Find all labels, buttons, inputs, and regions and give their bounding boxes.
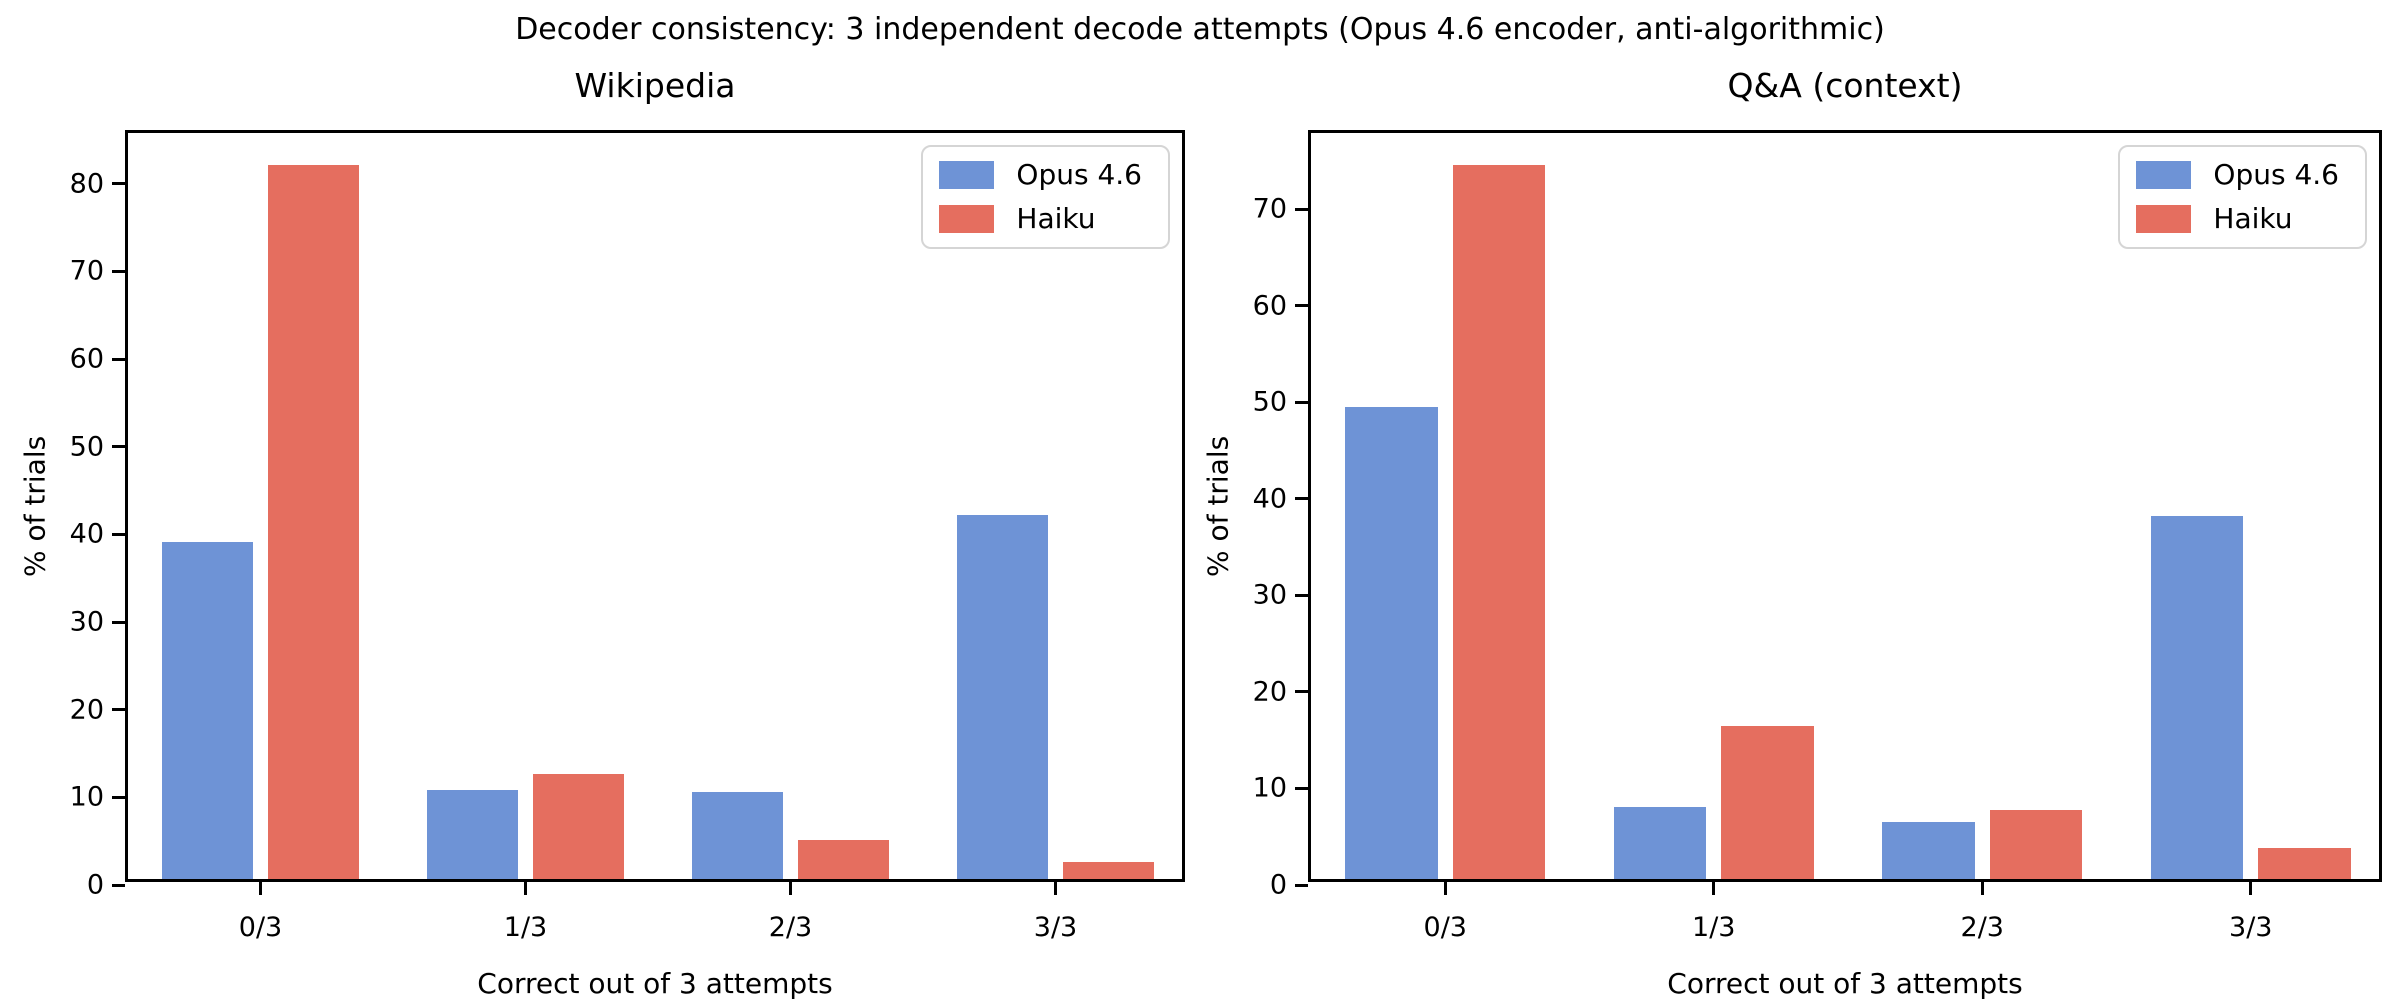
x-tick-label: 2/3: [768, 912, 813, 943]
y-tick-mark: [112, 795, 125, 799]
bar: [956, 515, 1048, 879]
y-tick-label: 0: [1269, 869, 1287, 901]
bar: [1882, 822, 1975, 879]
y-tick-mark: [112, 445, 125, 449]
y-tick-label: 20: [1252, 676, 1287, 708]
legend-swatch: [2136, 205, 2192, 233]
x-axis-label: Correct out of 3 attempts: [1667, 967, 2023, 1000]
y-tick-label: 30: [69, 606, 104, 638]
x-tick-mark: [259, 882, 262, 895]
y-tick-label: 60: [1252, 290, 1287, 322]
y-tick-label: 0: [86, 869, 104, 901]
y-tick-label: 40: [69, 518, 104, 550]
y-axis-label: % of trials: [18, 435, 52, 577]
legend-label: Opus 4.6: [2213, 158, 2339, 191]
figure-suptitle: Decoder consistency: 3 independent decod…: [515, 12, 1885, 47]
y-tick-label: 70: [1252, 193, 1287, 225]
plot-title: Q&A (context): [1727, 66, 1963, 105]
y-tick-mark: [1295, 207, 1308, 211]
x-tick-label: 0/3: [1423, 912, 1467, 943]
x-tick-label: 3/3: [1033, 912, 1078, 943]
y-tick-mark: [112, 883, 125, 887]
legend: Opus 4.6 Haiku: [2118, 145, 2367, 249]
bar: [161, 542, 253, 879]
bar: [2258, 848, 2351, 879]
x-tick-mark: [789, 882, 792, 895]
y-tick-label: 50: [1252, 386, 1287, 418]
bar: [1452, 164, 1546, 879]
subplot-wikipedia: Wikipedia % of trials 0 10 20 30 40 50 60 70 80 0…: [19, 66, 1185, 1000]
y-tick-mark: [112, 532, 125, 536]
y-axis-label: % of trials: [1201, 435, 1235, 577]
subplot-qa-context: Q&A (context) % of trials 0 10 20 30 40 50 60 7…: [1202, 66, 2382, 1000]
y-tick-mark: [1295, 690, 1308, 694]
legend-label: Opus 4.6: [1016, 158, 1142, 191]
y-tick-mark: [112, 182, 125, 186]
bar: [1989, 810, 2083, 879]
legend-item: Opus 4.6: [2136, 161, 2339, 189]
y-tick-mark: [112, 269, 125, 273]
legend-swatch: [2136, 161, 2192, 189]
y-tick-mark: [112, 708, 125, 712]
y-tick-mark: [1295, 304, 1308, 308]
x-axis-label: Correct out of 3 attempts: [477, 967, 833, 1000]
x-tick-mark: [1980, 882, 1984, 895]
bar: [1721, 725, 1814, 879]
plot-area: 0 10 20 30 40 50 60 70 0/3 1/3 2/3 3/3 Opus 4.6 Haiku: [1253, 130, 2382, 941]
y-tick-label: 10: [1252, 772, 1287, 804]
x-tick-label: 1/3: [503, 912, 548, 943]
y-tick-mark: [1295, 497, 1308, 501]
legend: Opus 4.6 Haiku: [921, 145, 1170, 249]
y-tick-label: 60: [69, 343, 104, 375]
legend-label: Haiku: [2213, 202, 2293, 235]
legend-label: Haiku: [1016, 202, 1096, 235]
y-tick-label: 80: [69, 168, 104, 200]
y-tick-mark: [1295, 883, 1308, 887]
x-tick-label: 3/3: [2229, 912, 2273, 943]
bar: [798, 840, 890, 879]
y-tick-mark: [112, 620, 125, 624]
legend-swatch: [939, 161, 995, 189]
bar: [691, 792, 783, 879]
x-tick-label: 1/3: [1692, 912, 1736, 943]
bar: [1613, 806, 1707, 879]
x-tick-mark: [1054, 882, 1057, 895]
y-tick-mark: [1295, 593, 1308, 597]
y-tick-mark: [1295, 400, 1308, 404]
y-tick-mark: [1295, 786, 1308, 790]
legend-item: Haiku: [2136, 205, 2339, 233]
legend-item: Haiku: [939, 205, 1142, 233]
bar: [1063, 862, 1155, 879]
y-tick-label: 40: [1252, 483, 1287, 515]
legend-swatch: [939, 205, 995, 233]
legend-item: Opus 4.6: [939, 161, 1142, 189]
x-tick-mark: [1443, 882, 1447, 895]
bar: [1345, 406, 1438, 879]
plot-area: 0 10 20 30 40 50 60 70 80 0/3 1/3 2/3 3/3 Opus 4.6 Hai…: [70, 130, 1185, 941]
y-tick-label: 20: [69, 694, 104, 726]
x-tick-mark: [1712, 882, 1716, 895]
bar: [533, 773, 625, 879]
x-tick-label: 0/3: [238, 912, 283, 943]
x-tick-mark: [2249, 882, 2253, 895]
x-tick-label: 2/3: [1960, 912, 2004, 943]
bar: [268, 164, 360, 879]
y-tick-label: 10: [69, 781, 104, 813]
y-tick-label: 50: [69, 431, 104, 463]
plot-title: Wikipedia: [574, 66, 736, 105]
y-tick-mark: [112, 357, 125, 361]
y-tick-label: 30: [1252, 579, 1287, 611]
bar: [2150, 516, 2244, 879]
x-tick-mark: [524, 882, 527, 895]
bar: [426, 790, 518, 879]
y-tick-label: 70: [69, 255, 104, 287]
